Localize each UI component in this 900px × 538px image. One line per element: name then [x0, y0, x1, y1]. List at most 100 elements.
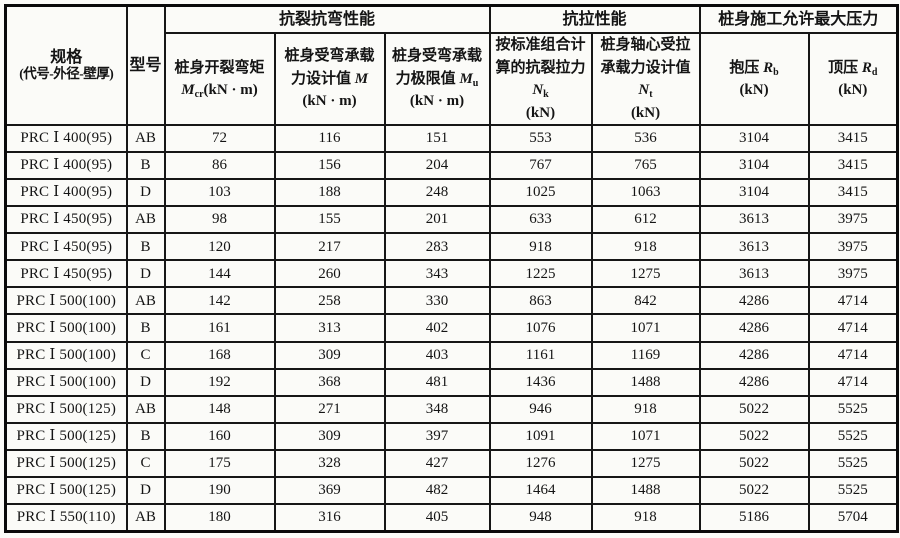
unit-rd: (kN): [838, 82, 868, 98]
spec-cell: PRC Ⅰ 450(95): [4, 259, 128, 289]
rd-cell: 4714: [807, 286, 899, 316]
rd-cell: 5525: [807, 448, 899, 478]
header-col-rd-label: 顶压: [828, 59, 859, 76]
rb-cell: 4286: [698, 340, 810, 370]
rd-cell: 3415: [807, 123, 899, 154]
nt-cell: 1063: [590, 178, 701, 208]
header-col-mu: 桩身受弯承载力极限值 Mu (kN · m): [383, 32, 491, 126]
spec-cell: PRC Ⅰ 450(95): [4, 205, 128, 235]
m-cell: 260: [273, 259, 386, 289]
table-row: PRC Ⅰ 550(110) AB 180 316 405 948 918 5186 5704: [4, 502, 899, 533]
mu-cell: 397: [383, 421, 491, 451]
nk-cell: 1276: [488, 448, 593, 478]
spec-cell: PRC Ⅰ 500(125): [4, 475, 128, 505]
table-row: PRC Ⅰ 450(95) AB 98 155 201 633 612 3613 3975: [4, 205, 899, 235]
nt-cell: 842: [590, 286, 701, 316]
spec-cell: PRC Ⅰ 400(95): [4, 123, 128, 154]
header-sub-row: 桩身开裂弯矩 Mcr(kN · m) 桩身受弯承载力设计值 M (kN · m)…: [6, 32, 899, 126]
nt-cell: 1488: [590, 367, 701, 397]
symbol-mu: M: [459, 70, 473, 87]
model-cell: D: [125, 178, 166, 208]
mu-cell: 348: [383, 394, 491, 424]
mu-cell: 343: [383, 259, 491, 289]
nt-cell: 918: [590, 232, 701, 262]
header-col-rb: 抱压 Rb (kN): [698, 32, 810, 126]
spec-cell: PRC Ⅰ 500(100): [4, 286, 128, 316]
mu-cell: 482: [383, 475, 491, 505]
mcr-cell: 142: [163, 286, 276, 316]
model-cell: AB: [125, 123, 166, 154]
m-cell: 258: [273, 286, 386, 316]
model-cell: AB: [125, 286, 166, 316]
nk-cell: 946: [488, 394, 593, 424]
mcr-cell: 148: [163, 394, 276, 424]
mu-cell: 283: [383, 232, 491, 262]
mcr-cell: 103: [163, 178, 276, 208]
m-cell: 217: [273, 232, 386, 262]
m-cell: 313: [273, 313, 386, 343]
rd-cell: 3415: [807, 178, 899, 208]
table-row: PRC Ⅰ 500(100) D 192 368 481 1436 1488 4286 4714: [4, 367, 899, 397]
table-row: PRC Ⅰ 500(125) D 190 369 482 1464 1488 5022 5525: [4, 475, 899, 505]
rd-cell: 5704: [807, 502, 899, 533]
unit-m: (kN · m): [302, 93, 357, 110]
nt-cell: 918: [590, 502, 701, 533]
nk-cell: 1464: [488, 475, 593, 505]
mu-cell: 201: [383, 205, 491, 235]
model-cell: AB: [125, 394, 166, 424]
header-col-mcr-label: 桩身开裂弯矩: [174, 59, 265, 76]
rb-cell: 5186: [698, 502, 810, 533]
nk-cell: 1025: [488, 178, 593, 208]
model-cell: AB: [125, 502, 166, 533]
m-cell: 188: [273, 178, 386, 208]
rb-cell: 3104: [698, 151, 810, 181]
m-cell: 155: [273, 205, 386, 235]
mu-cell: 402: [383, 313, 491, 343]
mu-cell: 405: [383, 502, 491, 533]
rb-cell: 4286: [698, 367, 810, 397]
spec-cell: PRC Ⅰ 500(100): [4, 340, 128, 370]
model-cell: D: [125, 259, 166, 289]
header-spec: 规格 (代号-外径-壁厚): [4, 4, 128, 126]
mcr-cell: 180: [163, 502, 276, 533]
mcr-cell: 168: [163, 340, 276, 370]
nk-cell: 633: [488, 205, 593, 235]
mcr-cell: 161: [163, 313, 276, 343]
header-spec-line2: (代号-外径-壁厚): [19, 65, 114, 81]
header-col-nt-label: 桩身轴心受拉承载力设计值: [600, 37, 691, 76]
symbol-nt: N: [638, 82, 650, 98]
spec-cell: PRC Ⅰ 500(125): [4, 394, 128, 424]
table-row: PRC Ⅰ 400(95) D 103 188 248 1025 1063 3104 3415: [4, 178, 899, 208]
symbol-rb: R: [763, 59, 774, 76]
m-cell: 309: [273, 421, 386, 451]
model-cell: B: [125, 232, 166, 262]
mcr-cell: 160: [163, 421, 276, 451]
symbol-m: M: [354, 70, 369, 87]
nk-cell: 553: [488, 123, 593, 154]
rd-cell: 4714: [807, 313, 899, 343]
header-group-row: 规格 (代号-外径-壁厚) 型号 抗裂抗弯性能 抗拉性能 桩身施工允许最大压力: [4, 4, 899, 126]
rb-cell: 5022: [698, 448, 810, 478]
header-col-nk-label: 按标准组合计算的抗裂拉力: [495, 37, 586, 76]
table-row: PRC Ⅰ 500(100) C 168 309 403 1161 1169 4286 4714: [4, 340, 899, 370]
header-spec-line1: 规格: [50, 49, 83, 67]
header-col-nt: 桩身轴心受拉承载力设计值 Nt (kN): [590, 32, 701, 126]
rb-cell: 4286: [698, 313, 810, 343]
nt-cell: 1071: [590, 313, 701, 343]
header-col-mcr: 桩身开裂弯矩 Mcr(kN · m): [163, 32, 276, 126]
model-cell: C: [125, 340, 166, 370]
symbol-rd: R: [861, 59, 872, 76]
mcr-cell: 175: [163, 448, 276, 478]
table-row: PRC Ⅰ 450(95) D 144 260 343 1225 1275 3613 3975: [4, 259, 899, 289]
table-row: PRC Ⅰ 500(100) B 161 313 402 1076 1071 4286 4714: [4, 313, 899, 343]
header-col-m: 桩身受弯承载力设计值 M (kN · m): [273, 32, 386, 126]
nk-cell: 1161: [488, 340, 593, 370]
rd-cell: 4714: [807, 367, 899, 397]
rb-cell: 4286: [698, 286, 810, 316]
nk-cell: 1436: [488, 367, 593, 397]
spec-cell: PRC Ⅰ 400(95): [4, 178, 128, 208]
mcr-cell: 86: [163, 151, 276, 181]
spec-cell: PRC Ⅰ 500(100): [4, 313, 128, 343]
mu-cell: 427: [383, 448, 491, 478]
